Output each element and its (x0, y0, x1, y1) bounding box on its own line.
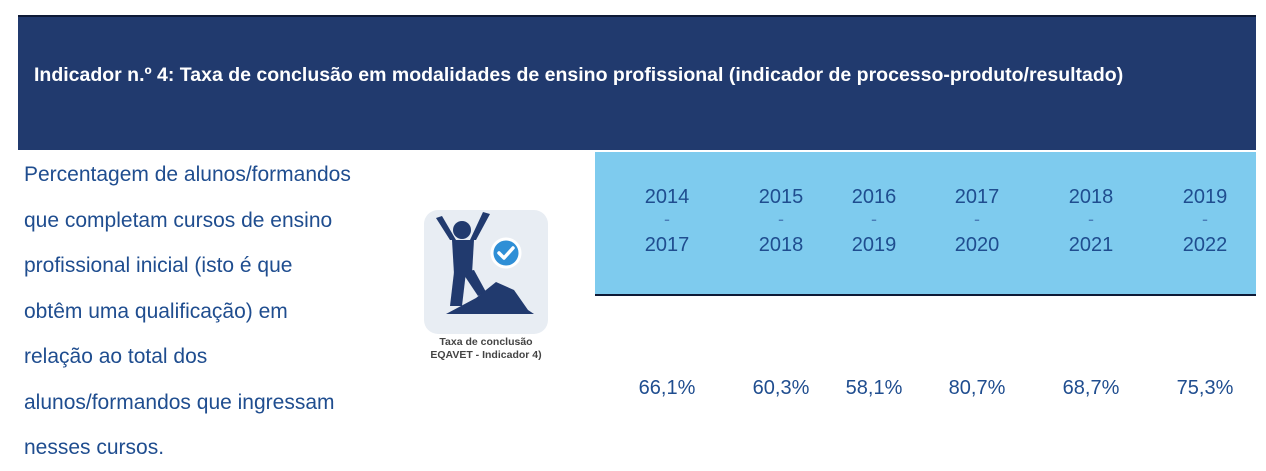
period-end: 2021 (1068, 234, 1114, 256)
icon-caption: Taxa de conclusão EQAVET - Indicador 4) (406, 336, 566, 362)
period-end: 2020 (954, 234, 1000, 256)
period-label: 2019 - 2022 (1160, 182, 1250, 260)
completion-rate-value: 80,7% (948, 377, 1006, 399)
period-start: 2016 (851, 186, 897, 208)
period-label: 2015 - 2018 (736, 182, 826, 260)
completion-rate-value: 66,1% (638, 377, 696, 399)
period-separator: - (974, 209, 980, 229)
period-separator: - (1088, 209, 1094, 229)
description-line: nesses cursos. (24, 436, 165, 459)
description-line: obtêm uma qualificação) em (24, 299, 288, 323)
icon-caption-line: Taxa de conclusão (439, 336, 533, 348)
period-label: 2016 - 2019 (829, 182, 919, 260)
completion-rate-value: 58,1% (845, 377, 903, 399)
period-start: 2018 (1068, 186, 1114, 208)
completion-rate-value: 68,7% (1062, 377, 1120, 399)
period-separator: - (871, 209, 877, 229)
period-start: 2015 (758, 186, 804, 208)
period-label: 2018 - 2021 (1046, 182, 1136, 260)
period-start: 2019 (1182, 186, 1228, 208)
indicator-title: Indicador n.º 4: Taxa de conclusão em mo… (34, 64, 1124, 86)
period-label: 2017 - 2020 (932, 182, 1022, 260)
description-line: relação ao total dos (24, 345, 208, 368)
period-separator: - (1202, 209, 1208, 229)
period-header-band: 2014 - 2017 2015 - 2018 2016 - 2019 2017… (595, 152, 1256, 296)
period-start: 2017 (954, 186, 1000, 208)
completion-rate-value: 75,3% (1176, 377, 1234, 399)
period-end: 2018 (758, 234, 804, 256)
icon-caption-line: EQAVET - Indicador 4) (430, 349, 542, 361)
person-climbing-checkmark-icon (406, 210, 566, 370)
period-label: 2014 - 2017 (622, 182, 712, 260)
description-line: que completam cursos de ensino (24, 208, 333, 232)
indicator-header: Indicador n.º 4: Taxa de conclusão em mo… (18, 15, 1256, 150)
period-end: 2022 (1182, 234, 1228, 256)
period-start: 2014 (644, 186, 690, 208)
completion-rate-value: 60,3% (752, 377, 810, 399)
period-end: 2019 (851, 234, 897, 256)
description-line: profissional inicial (isto é que (24, 254, 293, 277)
description-line: Percentagem de alunos/formandos (24, 163, 351, 186)
period-separator: - (778, 209, 784, 229)
period-separator: - (664, 209, 670, 229)
description-line: alunos/formandos que ingressam (24, 390, 335, 414)
indicator-description: Percentagem de alunos/formandos que comp… (24, 152, 394, 471)
period-end: 2017 (644, 234, 690, 256)
